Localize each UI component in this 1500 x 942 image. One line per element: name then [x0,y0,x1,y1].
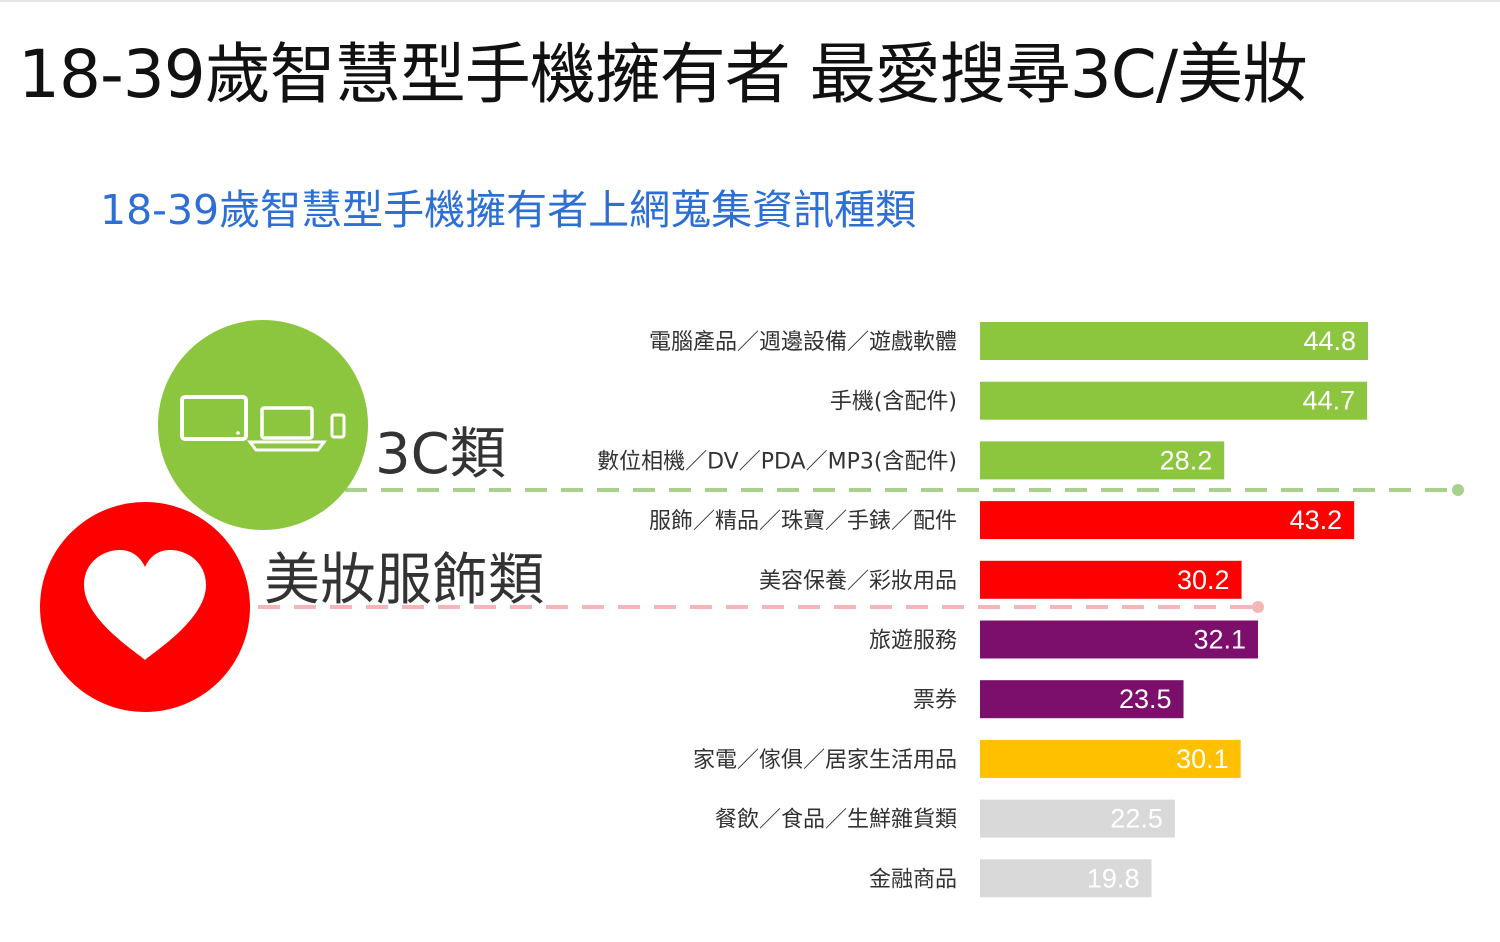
bar [980,322,1368,360]
heart-icon [40,502,250,712]
bar [980,799,1175,838]
bar-value-label: 44.7 [1303,386,1356,416]
bar [980,501,1355,540]
bar-value-label: 28.2 [1160,445,1213,475]
bar-value-label: 43.2 [1290,505,1343,535]
bar-value-label: 22.5 [1110,804,1163,834]
top-divider [0,0,1500,2]
bar-value-label: 19.8 [1087,863,1140,893]
page-title: 18-39歲智慧型手機擁有者 最愛搜尋3C/美妝 [18,36,1308,113]
category-3c-badge [158,320,368,530]
category-label: 美容保養／彩妝用品 [759,569,957,594]
category-label: 票券 [913,688,957,713]
bar [980,859,1152,898]
bar [980,441,1225,480]
category-label: 電腦產品／週邊設備／遊戲軟體 [649,330,957,355]
bar [980,560,1242,599]
category-label: 手機(含配件) [830,390,957,415]
separator-beauty-end [1252,601,1264,613]
bar [980,620,1259,659]
category-label: 旅遊服務 [869,629,957,654]
bar-value-label: 23.5 [1119,684,1172,714]
category-beauty-badge [40,502,250,712]
group-label-3c: 3C類 [375,422,506,487]
separator-3c-end [1452,484,1464,496]
bar-value-label: 32.1 [1193,625,1246,655]
group-label-beauty: 美妝服飾類 [264,548,544,613]
devices-icon [158,320,368,530]
bar-value-label: 30.2 [1177,565,1230,595]
bar-value-label: 44.8 [1303,326,1356,356]
bar [980,381,1368,420]
bar-value-label: 30.1 [1176,744,1229,774]
bar [980,739,1241,778]
category-label: 家電／傢俱／居家生活用品 [693,748,957,773]
category-label: 金融商品 [869,867,957,892]
category-label: 數位相機／DV／PDA／MP3(含配件) [597,449,957,474]
category-label: 餐飲／食品／生鮮雜貨類 [715,808,957,833]
chart-subtitle: 18-39歲智慧型手機擁有者上網蒐集資訊種類 [100,186,917,234]
category-label: 服飾／精品／珠寶／手錶／配件 [649,509,957,534]
bar [980,680,1184,719]
